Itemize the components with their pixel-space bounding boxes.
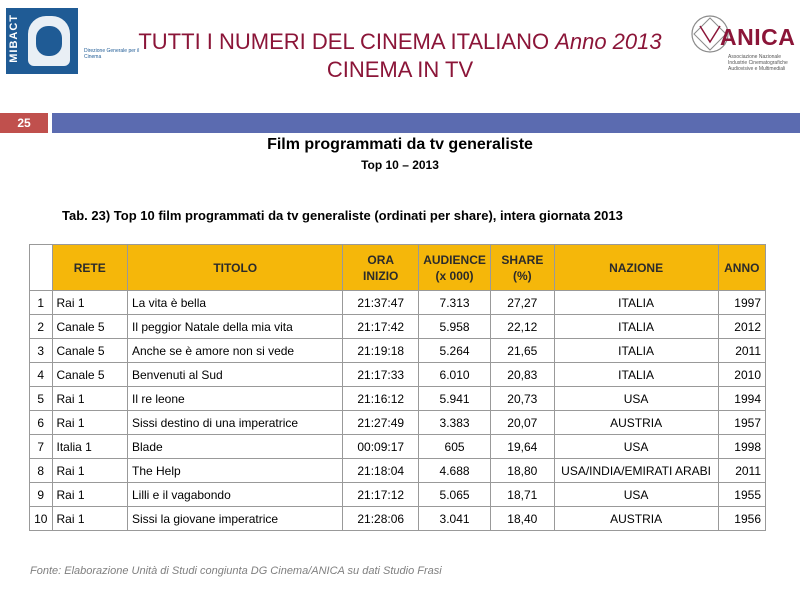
title-year: Anno 2013 <box>555 29 662 54</box>
table-row: 8 Rai 1 The Help 21:18:04 4.688 18,80 US… <box>29 458 767 483</box>
mibact-logo: MIBACT Direzione Generale per il Cinema <box>6 8 139 78</box>
table-row: 7 Italia 1 Blade 00:09:17 605 19,64 USA … <box>29 434 767 459</box>
title-line-1: TUTTI I NUMERI DEL CINEMA ITALIANO Anno … <box>138 29 662 54</box>
header-index <box>29 244 53 291</box>
header-rete: RETE <box>51 244 128 291</box>
source-note: Fonte: Elaborazione Unità di Studi congi… <box>30 565 442 577</box>
header-share: SHARE (%) <box>490 244 555 291</box>
section-subheading: Top 10 – 2013 <box>361 158 439 172</box>
header-anno: ANNO <box>717 244 767 291</box>
page-title: TUTTI I NUMERI DEL CINEMA ITALIANO Anno … <box>120 28 680 84</box>
table-row: 9 Rai 1 Lilli e il vagabondo 21:17:12 5.… <box>29 482 767 507</box>
table-row: 10 Rai 1 Sissi la giovane imperatrice 21… <box>29 506 767 531</box>
table-row: 1 Rai 1 La vita è bella 21:37:47 7.313 2… <box>29 290 767 315</box>
header-nazione: NAZIONE <box>553 244 719 291</box>
page-header-bar <box>52 113 800 133</box>
header-ora: ORA INIZIO <box>342 244 419 291</box>
anica-emblem-icon <box>691 15 729 53</box>
anica-logo: ANICA Associazione Nazionale Industrie C… <box>688 12 798 72</box>
table-caption: Tab. 23) Top 10 film programmati da tv g… <box>62 208 623 223</box>
table-row: 2 Canale 5 Il peggior Natale della mia v… <box>29 314 767 339</box>
anica-logo-subtitle: Associazione Nazionale Industrie Cinemat… <box>728 54 788 72</box>
title-line-2: CINEMA IN TV <box>326 57 474 82</box>
table-row: 5 Rai 1 Il re leone 21:16:12 5.941 20,73… <box>29 386 767 411</box>
mibact-logo-subtitle: Direzione Generale per il Cinema <box>84 48 140 60</box>
table-header-row: RETE TITOLO ORA INIZIO AUDIENCE (x 000) SH… <box>29 244 767 291</box>
mibact-logo-text: MIBACT <box>8 14 20 63</box>
table-row: 6 Rai 1 Sissi destino di una imperatrice… <box>29 410 767 435</box>
top10-table: RETE TITOLO ORA INIZIO AUDIENCE (x 000) SH… <box>29 244 767 531</box>
header-audience: AUDIENCE (x 000) <box>417 244 492 291</box>
mibact-emblem: MIBACT <box>6 8 78 74</box>
table-row: 3 Canale 5 Anche se è amore non si vede … <box>29 338 767 363</box>
anica-logo-text: ANICA <box>720 24 796 50</box>
header-titolo: TITOLO <box>126 244 344 291</box>
section-heading: Film programmati da tv generaliste <box>267 136 533 153</box>
table-row: 4 Canale 5 Benvenuti al Sud 21:17:33 6.0… <box>29 362 767 387</box>
page-number: 25 <box>0 113 48 133</box>
